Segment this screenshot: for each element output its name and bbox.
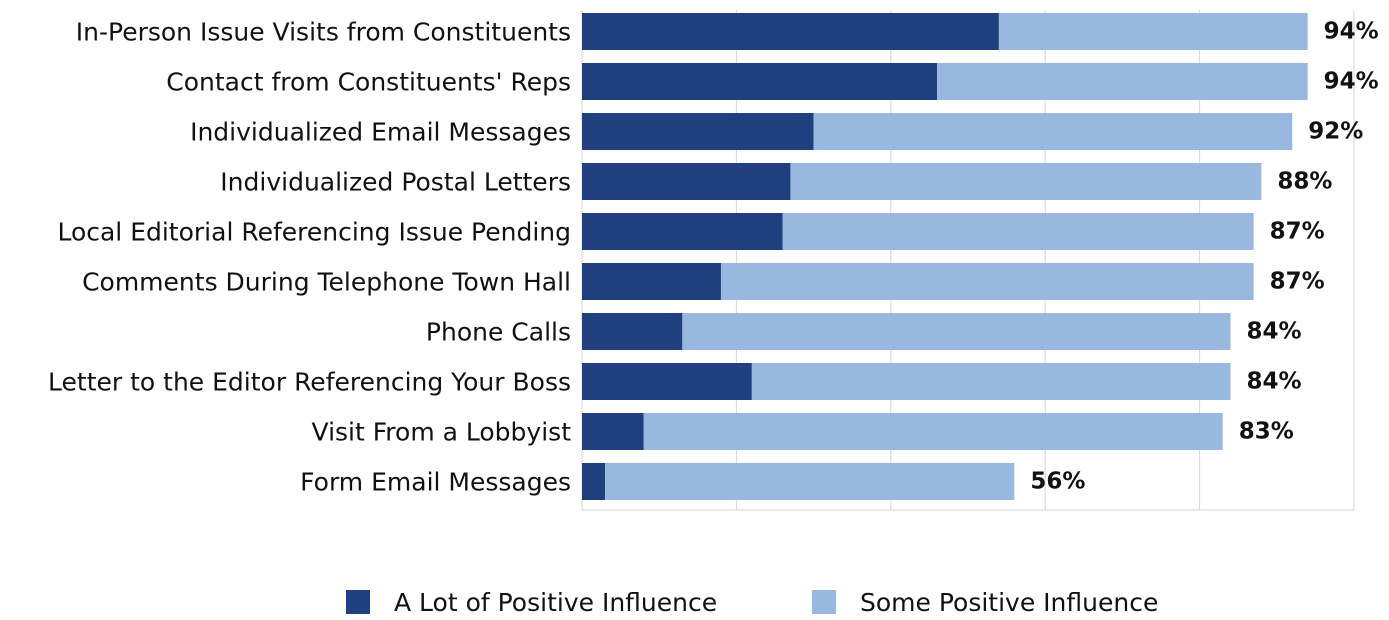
bar-a-lot-positive [582, 463, 606, 500]
category-label: Individualized Postal Letters [220, 168, 571, 197]
category-label: Letter to the Editor Referencing Your Bo… [48, 368, 571, 397]
bar-some-positive [720, 263, 1254, 300]
bars-layer [582, 13, 1308, 500]
total-label: 84% [1246, 319, 1301, 345]
bar-some-positive [782, 213, 1254, 250]
legend-swatch-a-lot [346, 590, 370, 614]
category-label: Visit From a Lobbyist [312, 418, 572, 447]
total-label: 87% [1270, 269, 1325, 295]
bar-a-lot-positive [582, 363, 752, 400]
category-label: Comments During Telephone Town Hall [82, 268, 571, 297]
total-label: 94% [1324, 19, 1379, 45]
category-label: In-Person Issue Visits from Constituents [76, 18, 571, 47]
total-label: 88% [1277, 169, 1332, 195]
total-label: 56% [1030, 469, 1085, 495]
bar-a-lot-positive [582, 263, 721, 300]
bar-some-positive [813, 113, 1293, 150]
bar-a-lot-positive [582, 413, 644, 450]
total-label: 84% [1246, 369, 1301, 395]
bar-a-lot-positive [582, 13, 999, 50]
bar-a-lot-positive [582, 63, 938, 100]
total-label: 92% [1308, 119, 1363, 145]
bar-some-positive [605, 463, 1015, 500]
category-label: Contact from Constituents' Reps [166, 68, 571, 97]
category-label: Form Email Messages [300, 468, 571, 497]
bar-a-lot-positive [582, 113, 814, 150]
bar-some-positive [643, 413, 1223, 450]
bar-some-positive [751, 363, 1231, 400]
category-label: Individualized Email Messages [190, 118, 571, 147]
total-label: 87% [1270, 219, 1325, 245]
bar-a-lot-positive [582, 313, 683, 350]
bar-a-lot-positive [582, 163, 791, 200]
legend: A Lot of Positive Influence Some Positive… [346, 588, 1158, 617]
bar-some-positive [998, 13, 1308, 50]
legend-label-a-lot: A Lot of Positive Influence [394, 588, 717, 616]
labels-layer: In-Person Issue Visits from Constituents… [48, 18, 1379, 497]
legend-label-some: Some Positive Influence [860, 588, 1158, 616]
bar-a-lot-positive [582, 213, 783, 250]
bar-some-positive [790, 163, 1262, 200]
category-label: Local Editorial Referencing Issue Pendin… [57, 218, 571, 247]
category-label: Phone Calls [426, 318, 571, 347]
bar-some-positive [937, 63, 1308, 100]
total-label: 94% [1324, 69, 1379, 95]
legend-swatch-some [812, 590, 836, 614]
bar-some-positive [682, 313, 1231, 350]
total-label: 83% [1239, 419, 1294, 445]
